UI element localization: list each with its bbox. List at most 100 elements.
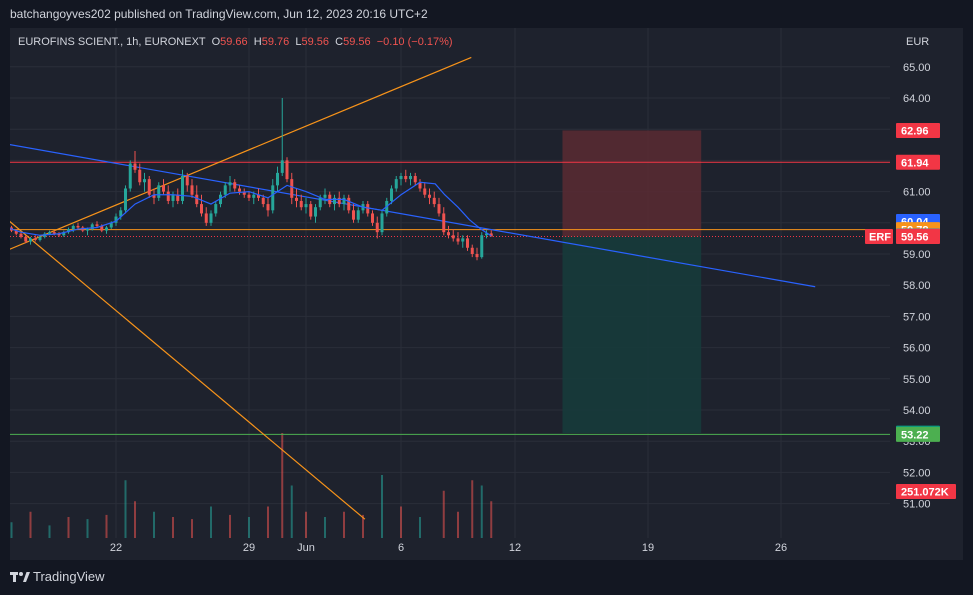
- y-tick-label: 59.00: [903, 249, 931, 261]
- candle-body: [228, 182, 232, 186]
- candle-body: [195, 194, 199, 205]
- volume-bar: [191, 519, 193, 538]
- symbol-legend-part: L: [295, 36, 301, 48]
- plot-layer: [10, 28, 890, 538]
- volume-bar: [381, 475, 383, 538]
- candle-body: [290, 179, 294, 198]
- candle-body: [162, 185, 165, 192]
- candle-body: [67, 229, 70, 233]
- volume-bar: [343, 511, 345, 538]
- trend-line: [10, 56, 472, 250]
- x-tick-label: 22: [110, 542, 122, 554]
- candle-body: [209, 213, 213, 223]
- symbol-legend-part: O: [212, 36, 221, 48]
- volume-bar: [305, 511, 307, 538]
- candle-body: [380, 213, 384, 233]
- candle-body: [252, 194, 256, 198]
- candle-body: [442, 213, 446, 233]
- candle-body: [413, 176, 417, 183]
- candle-body: [409, 176, 412, 180]
- candle-body: [399, 176, 403, 180]
- symbol-tag-badge: [865, 229, 893, 245]
- candle-body: [423, 188, 427, 195]
- x-tick-label: 6: [398, 542, 404, 554]
- x-tick-label: Jun: [297, 542, 315, 554]
- price-badge-label: 59.56: [901, 232, 929, 244]
- candle-body: [76, 225, 80, 228]
- candle-body: [95, 224, 99, 226]
- candle-body: [242, 191, 246, 195]
- publish-line: batchangoyves202 published on TradingVie…: [10, 7, 428, 21]
- volume-bar: [419, 517, 421, 538]
- publish-info-bar: batchangoyves202 published on TradingVie…: [0, 0, 973, 28]
- volume-badge: [896, 484, 956, 499]
- price-badge-label: 62.96: [901, 125, 929, 137]
- candle-body: [238, 188, 241, 192]
- candle-body: [48, 232, 51, 234]
- candle-body: [318, 197, 322, 208]
- candle-body: [333, 197, 336, 205]
- price-badge: [896, 122, 940, 138]
- y-tick-label: 55.00: [903, 374, 931, 386]
- volume-bar: [324, 517, 326, 538]
- candle-body: [24, 236, 28, 242]
- candle-body: [451, 235, 455, 239]
- candle-body: [418, 182, 422, 189]
- y-tick-label: 58.00: [903, 280, 931, 292]
- candle-body: [461, 238, 465, 242]
- volume-bar: [400, 506, 402, 538]
- candle-body: [38, 236, 42, 240]
- volume-bar: [86, 519, 89, 538]
- candle-body: [261, 197, 265, 205]
- candle-body: [19, 233, 23, 237]
- candle-body: [485, 233, 488, 236]
- symbol-legend-part: C: [335, 36, 343, 48]
- candle-body: [432, 197, 436, 205]
- candle-body: [447, 232, 450, 236]
- candle-body: [171, 194, 175, 201]
- price-badge: [896, 229, 940, 245]
- tradingview-logo-icon: [10, 572, 30, 582]
- candle-body: [157, 185, 161, 198]
- price-chart[interactable]: 65.0064.0063.0062.0061.0060.0059.0058.00…: [10, 28, 963, 560]
- candle-body: [166, 191, 170, 201]
- candle-body: [114, 216, 118, 223]
- stop-loss-zone: [562, 130, 702, 237]
- candle-body: [57, 233, 61, 236]
- candle-body: [214, 204, 218, 214]
- volume-bar: [153, 511, 155, 538]
- candle-body: [356, 210, 360, 220]
- chart-area[interactable]: 65.0064.0063.0062.0061.0060.0059.0058.00…: [10, 28, 963, 560]
- y-tick-label: 51.00: [903, 499, 931, 511]
- candle-body: [29, 238, 32, 242]
- volume-bar: [134, 501, 136, 538]
- symbol-legend-part: EUROFINS SCIENT., 1h, EURONEXT: [18, 36, 212, 48]
- candle-body: [276, 172, 279, 186]
- candle-body: [385, 200, 389, 214]
- volume-bar: [124, 480, 127, 538]
- y-tick-label: 64.00: [903, 93, 931, 105]
- trend-line: [10, 220, 366, 520]
- candle-body: [285, 160, 289, 180]
- volume-bar: [281, 433, 284, 538]
- candle-body: [437, 204, 441, 214]
- y-tick-label: 52.00: [903, 467, 931, 479]
- candle-body: [280, 160, 284, 173]
- candle-body: [404, 176, 408, 180]
- candle-body: [119, 210, 123, 217]
- volume-bar: [67, 517, 70, 538]
- volume-bar: [48, 525, 51, 538]
- volume-bar: [248, 517, 250, 538]
- volume-bar: [10, 522, 13, 538]
- candle-body: [366, 204, 370, 214]
- candle-body: [86, 229, 89, 231]
- candle-body: [347, 197, 351, 211]
- candle-body: [124, 188, 127, 211]
- candle-body: [271, 185, 275, 211]
- y-tick-label: 54.00: [903, 405, 931, 417]
- candle-body: [223, 185, 227, 195]
- take-profit-zone: [562, 236, 702, 434]
- volume-bar: [480, 485, 483, 538]
- candle-body: [295, 197, 298, 201]
- candle-body: [456, 238, 460, 242]
